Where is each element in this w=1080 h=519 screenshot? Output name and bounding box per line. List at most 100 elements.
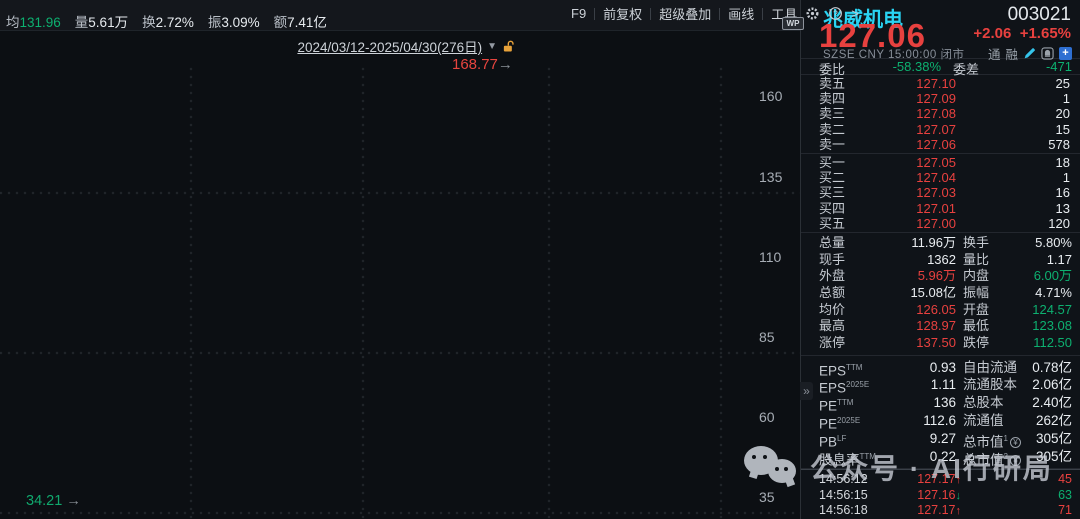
stock-code: 003021	[1007, 4, 1071, 25]
bid-levels: 买一 127.05 18 买二 127.04 1 买三 127.03 16 买四 127.01…	[801, 154, 1080, 233]
weibi-label: 委比	[819, 62, 846, 77]
avg-value: 131.96	[19, 15, 61, 30]
stats-row: 涨停 137.50 跌停 112.50	[819, 335, 1072, 350]
tick-row: 14:56:12 127.17↑ 45	[819, 472, 1072, 487]
help-icon[interactable]: ?	[828, 6, 843, 21]
last-price: 127.06	[819, 17, 926, 54]
unlock-icon[interactable]	[502, 40, 515, 53]
bid-row: 买五 127.00 120	[819, 215, 1070, 231]
bid-price[interactable]: 127.01	[916, 200, 956, 216]
tick-list: 14:56:12 127.17↑ 45 14:56:15 127.16↓ 63 14:5…	[801, 469, 1080, 519]
bid-price[interactable]: 127.04	[916, 170, 956, 186]
turnover-value: 2.72%	[155, 15, 194, 30]
ask-price[interactable]: 127.08	[916, 106, 956, 122]
y-axis-tick: 60	[759, 409, 775, 425]
bid-price[interactable]: 127.05	[916, 154, 956, 170]
stats-row: 均价 126.05 开盘 124.57	[819, 301, 1072, 317]
bid-row: 买三 127.03 16	[819, 185, 1070, 201]
y-axis-tick: 135	[759, 169, 783, 185]
downtick-arrow-icon: ↓	[955, 489, 962, 502]
arrow-right-icon: →	[66, 493, 81, 509]
svg-text:?: ?	[833, 9, 838, 19]
turnover-label: 换	[142, 15, 156, 30]
pencil-icon[interactable]	[1023, 47, 1036, 60]
volume-label: 量	[74, 15, 89, 30]
ask-levels: 卖五 127.10 25 卖四 127.09 1 卖三 127.08 20 卖二 127.07…	[801, 75, 1080, 154]
bid-row: 买一 127.05 18	[819, 154, 1070, 170]
chart-top-bar: 均131.96 量5.61万 换2.72% 振3.09% 额7.41亿 F9 前复权 超…	[0, 0, 859, 31]
stats-grid: 总量 11.96万 换手 5.80% 现手 1362 量比 1.17 外盘 5.96万 内盘 6.…	[801, 233, 1080, 356]
stats-row: 总额 15.08亿 振幅 4.71%	[819, 284, 1072, 300]
panel-expander[interactable]: »	[800, 382, 813, 400]
avg-label: 均	[6, 15, 20, 30]
stats-row: 外盘 5.96万 内盘 6.00万	[819, 268, 1072, 284]
bid-price[interactable]: 127.03	[916, 185, 956, 201]
ask-price[interactable]: 127.09	[916, 91, 956, 107]
fundamental-row: PE2025E 112.6 流通值 262亿	[819, 413, 1072, 432]
yen-icon: ¥	[1009, 437, 1021, 449]
price-change: +2.06 +1.65%	[973, 25, 1071, 42]
y-axis-tick: 160	[759, 88, 783, 104]
chevron-right-icon[interactable]: >	[851, 6, 859, 21]
amount-value: 7.41亿	[287, 15, 327, 30]
fundamentals-grid: EPSTTM 0.93 自由流通 0.78亿 EPS2025E 1.11 流通股本 2.06…	[801, 356, 1080, 470]
weibi-value: -58.38%	[892, 59, 941, 74]
high-price-annotation: 168.77→	[452, 56, 513, 73]
menu-forward-adjust[interactable]: 前复权	[603, 7, 643, 22]
ask-row: 卖二 127.07 15	[819, 121, 1070, 137]
menu-f9[interactable]: F9	[571, 6, 587, 21]
uptick-arrow-icon: ↑	[955, 474, 962, 487]
fundamental-row: PETTM 136 总股本 2.40亿	[819, 395, 1072, 414]
menu-super-overlay[interactable]: 超级叠加	[659, 7, 712, 22]
ask-price[interactable]: 127.10	[916, 76, 956, 91]
stats-row: 最高 128.97 最低 123.08	[819, 318, 1072, 334]
ask-row: 卖一 127.06 578	[819, 136, 1070, 152]
ask-row: 卖五 127.10 25	[819, 76, 1070, 91]
stock-name: 兆威机电	[823, 9, 903, 31]
header-icons: 通 融 +	[988, 44, 1072, 63]
gear-icon[interactable]	[805, 6, 820, 21]
margin-badge-tong: 通	[987, 48, 1001, 62]
quote-header: 兆威机电 003021 127.06 +2.06 +1.65% SZSE CNY…	[801, 0, 1080, 62]
y-axis-tick: 85	[759, 329, 775, 345]
ask-price[interactable]: 127.07	[916, 121, 956, 137]
ask-row: 卖三 127.08 20	[819, 106, 1070, 122]
weicha-value: -471	[1045, 59, 1072, 74]
yen-icon: ¥	[1009, 455, 1021, 467]
amplitude-value: 3.09%	[221, 15, 260, 30]
tick-row: 14:56:18 127.17↑ 71	[819, 503, 1072, 518]
fundamental-row: EPS2025E 1.11 流通股本 2.06亿	[819, 377, 1072, 396]
uptick-arrow-icon: ↑	[955, 505, 962, 518]
bid-row: 买二 127.04 1	[819, 170, 1070, 186]
amplitude-label: 振	[207, 15, 222, 30]
market-status: SZSE CNY 15:00:00 闭市	[823, 49, 965, 61]
stats-row: 现手 1362 量比 1.17	[819, 251, 1072, 267]
fundamental-row: EPSTTM 0.93 自由流通 0.78亿	[819, 359, 1072, 379]
chart-toolbar: F9 前复权 超级叠加 画线 工具 ? >	[571, 4, 859, 23]
alert-icon[interactable]	[1041, 47, 1054, 60]
quote-panel: 兆威机电 003021 127.06 +2.06 +1.65% SZSE CNY…	[800, 0, 1080, 519]
ask-row: 卖四 127.09 1	[819, 91, 1070, 107]
weicha-label: 委差	[953, 62, 980, 77]
stats-row: 总量 11.96万 换手 5.80%	[819, 234, 1072, 250]
low-price-annotation: 34.21 →	[26, 493, 81, 509]
date-range-bar: 2024/03/12-2025/04/30(276日) ▼	[297, 36, 515, 56]
wp-badge: WP	[782, 17, 804, 30]
add-icon[interactable]: +	[1059, 47, 1072, 60]
date-range-selector[interactable]: 2024/03/12-2025/04/30(276日)	[297, 40, 483, 55]
order-imbalance-row: 委比 -58.38% 委差 -471	[801, 59, 1080, 77]
amount-label: 额	[273, 15, 288, 30]
bid-price[interactable]: 127.00	[916, 215, 956, 231]
fundamental-row: PBLF 9.27 总市值1 ¥305亿	[819, 430, 1072, 450]
arrow-right-icon: →	[497, 56, 513, 73]
y-axis-tick: 35	[759, 489, 775, 505]
ask-price[interactable]: 127.06	[916, 136, 956, 152]
chevron-down-icon[interactable]: ▼	[487, 40, 497, 52]
y-axis-tick: 110	[759, 249, 782, 265]
quote-info-bar: 均131.96 量5.61万 换2.72% 振3.09% 额7.41亿	[6, 11, 341, 31]
fundamental-row: 股息率TTM 0.22 总市值2 ¥305亿	[819, 448, 1072, 468]
bid-row: 买四 127.01 13	[819, 200, 1070, 216]
menu-draw-line[interactable]: 画线	[728, 7, 755, 22]
